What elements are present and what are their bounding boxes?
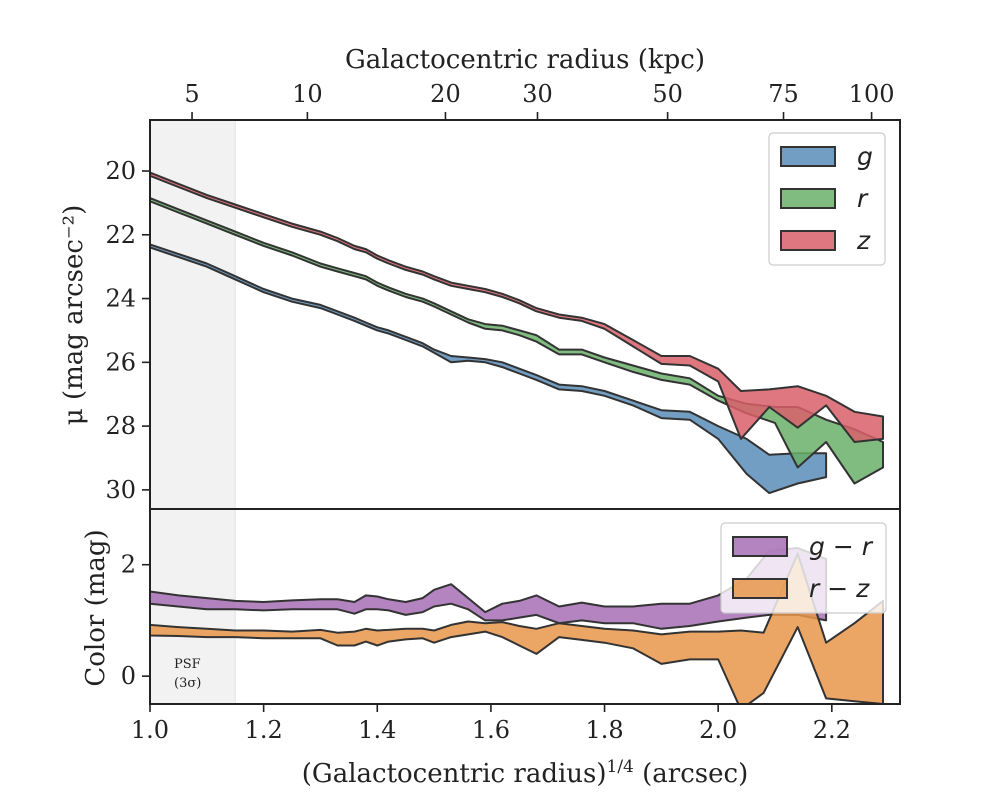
x-tick-label: 1.0 <box>131 716 169 744</box>
top-x-tick-label: 5 <box>184 80 199 108</box>
surface-brightness-panel: 20 22 24 26 28 30 5 10 20 30 50 75 100 grz <box>105 80 901 510</box>
series-band-0 <box>150 243 828 495</box>
psf-shaded-region <box>150 120 236 509</box>
top-x-tick-label: 100 <box>849 80 895 108</box>
legend-swatch-0 <box>732 536 788 557</box>
legend-label-2: z <box>856 226 871 255</box>
series-band-2 <box>150 171 884 443</box>
axes-frame <box>149 508 901 705</box>
top-axis-label: Galactocentric radius (kpc) <box>345 45 705 75</box>
y-tick-label: 20 <box>105 157 136 185</box>
x-tick-label: 2.2 <box>813 716 851 744</box>
bottom-axis-label: (Galactocentric radius)1/4 (arcsec) <box>302 757 748 789</box>
y-tick-label: 22 <box>105 221 136 249</box>
top-x-tick-label: 30 <box>522 80 553 108</box>
series-band-1 <box>150 552 884 704</box>
series-band-1 <box>150 197 884 485</box>
y-tick-label: 0 <box>121 662 136 690</box>
x-tick-label: 2.0 <box>699 716 737 744</box>
legend-swatch-0 <box>780 146 836 167</box>
y-tick-label: 30 <box>105 476 136 504</box>
plot-area <box>150 509 884 704</box>
surface-brightness-axis-label: μ (mag arcsec⁻²) <box>59 205 89 425</box>
color-panel: 0 2 1.0 1.2 1.4 1.6 1.8 2.0 2.2 PSF (3σ) g − r r − z <box>121 508 901 744</box>
legend-label-0: g <box>857 142 873 171</box>
y-tick-label: 26 <box>105 348 136 376</box>
y-tick-label: 2 <box>121 551 136 579</box>
y-tick-label: 24 <box>105 285 136 313</box>
psf-annotation: PSF <box>174 657 201 672</box>
plot-area <box>150 120 884 509</box>
legend-label-1: r − z <box>809 574 870 603</box>
y-tick-label: 28 <box>105 412 136 440</box>
legend-swatch-1 <box>732 578 788 599</box>
top-x-tick-label: 50 <box>652 80 683 108</box>
psf-annotation-sigma: (3σ) <box>174 676 201 691</box>
x-tick-label: 1.8 <box>585 716 623 744</box>
legend-label-0: g − r <box>809 532 874 561</box>
legend-swatch-2 <box>780 230 836 251</box>
top-x-tick-label: 75 <box>768 80 799 108</box>
color-axis-label: Color (mag) <box>81 529 111 686</box>
top-x-tick-label: 20 <box>430 80 461 108</box>
x-tick-label: 1.6 <box>472 716 510 744</box>
x-tick-label: 1.4 <box>358 716 396 744</box>
top-x-tick-label: 10 <box>292 80 323 108</box>
x-tick-label: 1.2 <box>245 716 283 744</box>
legend-label-1: r <box>857 184 869 213</box>
legend-swatch-1 <box>780 188 836 209</box>
series-band-0 <box>150 547 828 630</box>
